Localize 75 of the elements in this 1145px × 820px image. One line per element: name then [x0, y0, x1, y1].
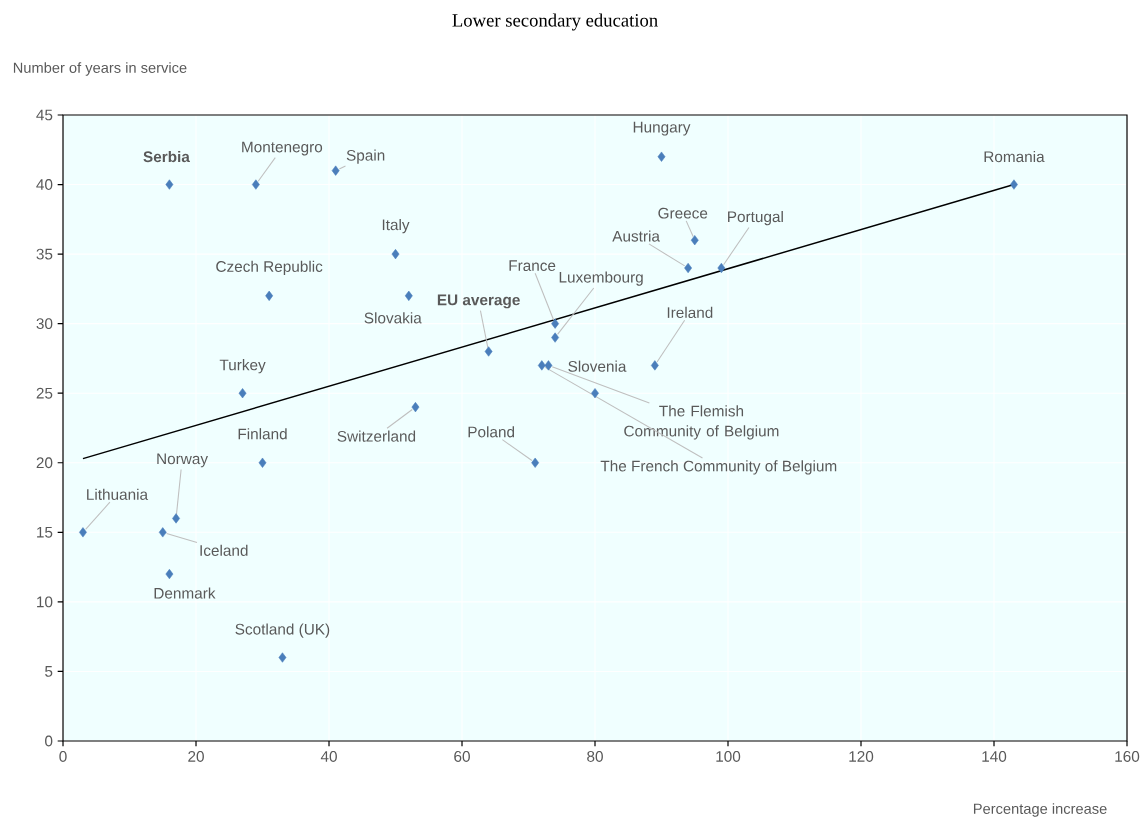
annotation: Denmark	[154, 587, 216, 599]
annotation: Scotland (UK)	[235, 623, 330, 638]
y-tick-label: 35	[36, 248, 53, 260]
annotation: Serbia	[143, 150, 190, 163]
annotation: France	[509, 260, 556, 271]
annotation: Italy	[382, 218, 410, 234]
point	[411, 402, 420, 413]
annotation: Czech Republic	[216, 260, 323, 275]
point	[657, 151, 666, 162]
annotation: Poland	[468, 426, 515, 438]
x-tick-label: 40	[320, 751, 337, 762]
annotation: Portugal	[728, 210, 783, 226]
point	[258, 457, 267, 468]
point	[404, 290, 413, 301]
annotation: Turkey	[219, 359, 266, 374]
y-tick-label: 45	[36, 109, 53, 121]
annotation: Luxembourg	[559, 271, 643, 286]
point	[591, 388, 599, 399]
point	[391, 249, 400, 260]
point	[238, 388, 247, 399]
y-tick-label: 15	[37, 526, 53, 538]
x-tick-label: 60	[454, 751, 470, 762]
annotation: Spain	[346, 149, 385, 164]
annotation: EU average	[437, 294, 520, 309]
point	[165, 568, 174, 580]
point	[251, 179, 260, 190]
annotation: Iceland	[200, 544, 248, 556]
x-tick-label: 20	[188, 751, 204, 762]
y-tick-label: 20	[36, 457, 53, 469]
y-tick-label: 40	[36, 179, 53, 190]
annotation: The Flemish Community of Belgium	[624, 405, 779, 440]
annotation: Hungary	[633, 121, 691, 136]
point	[551, 332, 559, 343]
point	[265, 290, 274, 301]
x-tick-label: 160	[1115, 751, 1140, 762]
y-tick-label: 0	[45, 735, 53, 747]
annotation: Greece	[658, 207, 708, 219]
annotation: Montenegro	[242, 141, 323, 156]
chart-title: Lower secondary education	[452, 13, 658, 31]
annotation: Slovakia	[364, 312, 422, 324]
annotation: Ireland	[667, 306, 713, 319]
y-axis-title: Number of years in service	[13, 62, 187, 76]
annotation: Norway	[157, 453, 208, 468]
point	[690, 235, 699, 246]
x-tick-label: 100	[716, 751, 741, 762]
point	[484, 346, 493, 357]
point	[544, 360, 553, 371]
y-tick-label: 30	[36, 318, 53, 330]
annotation: The French Community of Belgium	[600, 460, 837, 475]
annotation: Lithuania	[87, 488, 149, 500]
point	[551, 318, 559, 329]
point	[278, 652, 287, 663]
point	[165, 179, 174, 190]
point	[537, 360, 546, 371]
point	[717, 262, 726, 274]
y-tick-label: 25	[36, 387, 53, 399]
point	[531, 457, 540, 468]
annotation: Romania	[984, 150, 1045, 163]
annotation: Slovenia	[568, 360, 627, 372]
x-axis-title: Percentage increase	[973, 803, 1107, 817]
point	[650, 360, 659, 371]
point	[1010, 179, 1018, 190]
y-tick-label: 10	[37, 596, 53, 608]
y-tick-label: 5	[45, 666, 53, 677]
annotation: Finland	[238, 428, 287, 440]
point	[331, 165, 340, 176]
x-tick-label: 140	[982, 751, 1007, 762]
x-tick-label: 80	[587, 751, 603, 762]
point	[158, 527, 167, 538]
annotation: Switzerland	[337, 430, 416, 442]
x-tick-label: 0	[59, 751, 67, 762]
annotation: Austria	[612, 230, 660, 242]
x-tick-label: 120	[849, 751, 874, 762]
point	[79, 527, 87, 538]
point	[172, 513, 180, 524]
